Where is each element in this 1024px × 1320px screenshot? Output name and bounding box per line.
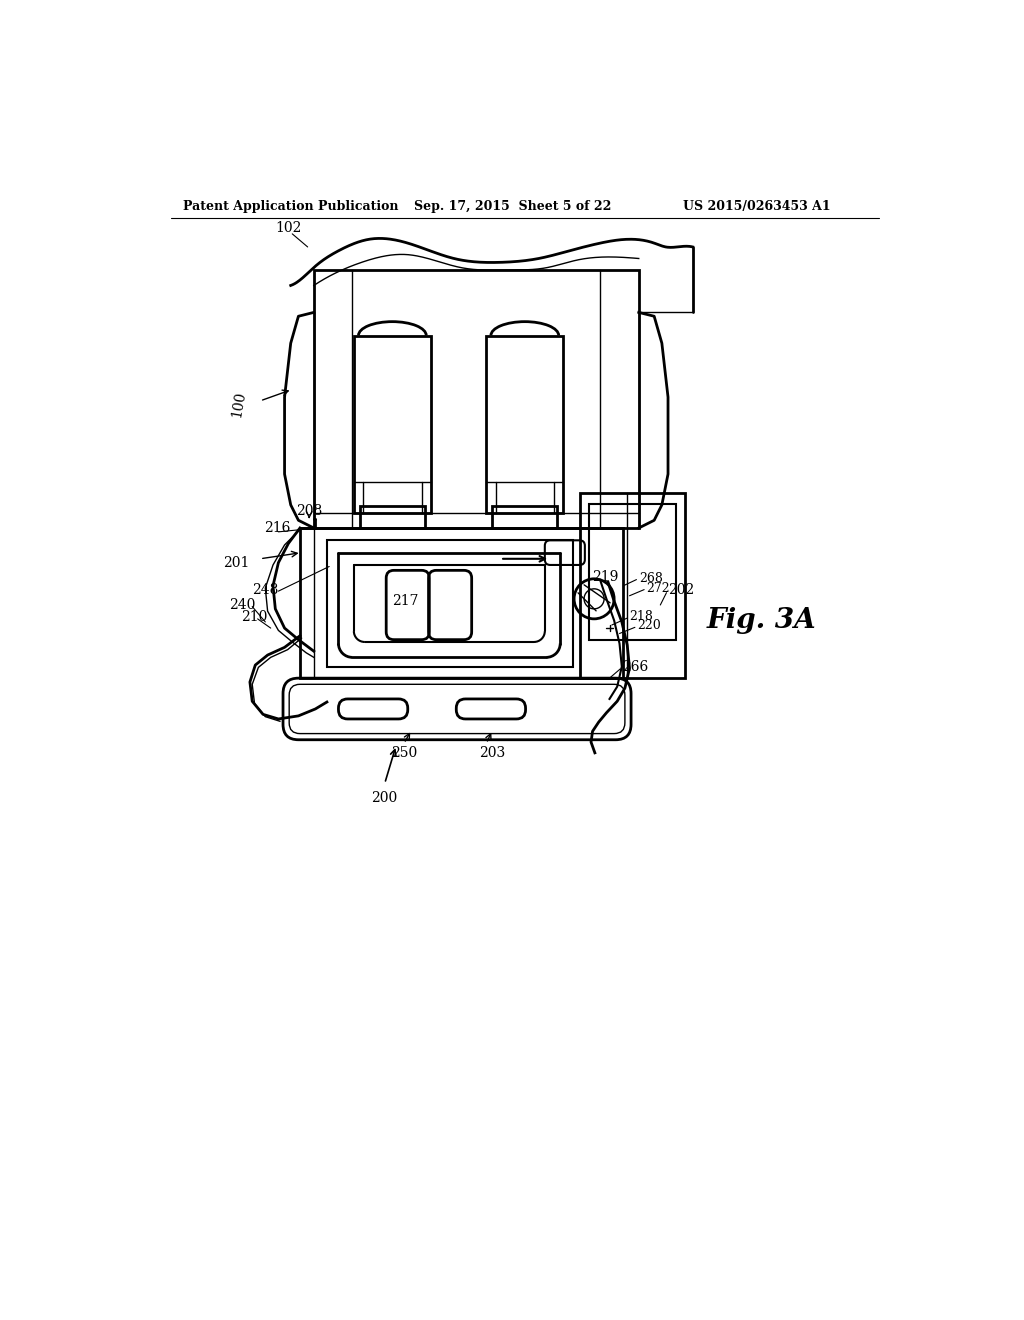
Text: 218: 218 [630, 610, 653, 623]
Text: 201: 201 [223, 556, 249, 570]
Bar [581, 494, 685, 678]
Bar [313, 271, 639, 528]
Text: 202: 202 [668, 582, 694, 597]
Text: 200: 200 [371, 791, 397, 804]
Text: US 2015/0263453 A1: US 2015/0263453 A1 [683, 199, 831, 213]
Text: 250: 250 [391, 746, 417, 760]
Text: 203: 203 [478, 746, 505, 760]
Text: Fig. 3A: Fig. 3A [707, 607, 816, 634]
Bar [327, 540, 573, 667]
Text: 219: 219 [593, 570, 618, 585]
Text: 217: 217 [392, 594, 419, 609]
Text: Sep. 17, 2015  Sheet 5 of 22: Sep. 17, 2015 Sheet 5 of 22 [414, 199, 611, 213]
Text: 210: 210 [241, 610, 267, 623]
Text: 268: 268 [639, 572, 663, 585]
Text: 208: 208 [296, 504, 323, 517]
Text: 266: 266 [622, 660, 648, 673]
Text: 220: 220 [637, 619, 660, 632]
Text: 272: 272 [646, 582, 670, 594]
Text: 248: 248 [252, 582, 279, 597]
Bar [493, 507, 557, 528]
Bar [486, 335, 563, 512]
Text: 100: 100 [229, 391, 248, 418]
Bar [354, 335, 431, 512]
Text: 216: 216 [264, 521, 290, 535]
Bar [300, 528, 624, 678]
Text: 102: 102 [275, 220, 302, 235]
Text: 240: 240 [229, 598, 256, 612]
Text: Patent Application Publication: Patent Application Publication [183, 199, 398, 213]
Bar [360, 507, 425, 528]
Bar [590, 504, 676, 640]
